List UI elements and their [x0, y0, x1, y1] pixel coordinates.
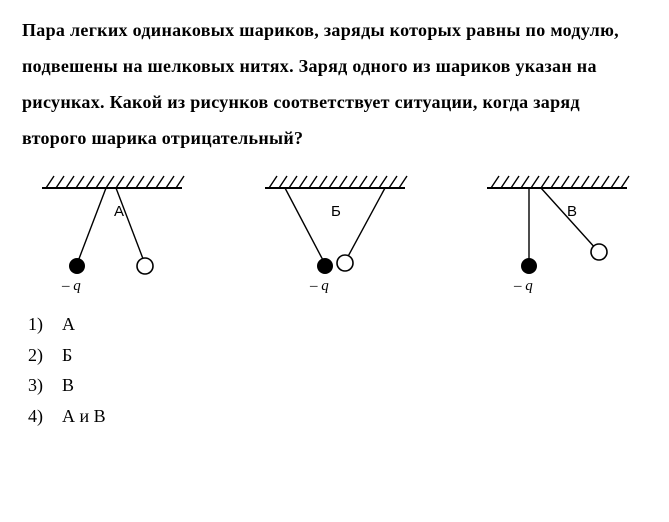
answer-num: 3)	[28, 370, 62, 401]
figure-label-c: В	[567, 203, 577, 220]
ball-empty-b	[337, 255, 353, 271]
question-text: Пара легких одинаковых шариков, заряды к…	[22, 12, 647, 156]
ball-empty-a	[137, 258, 153, 274]
answer-num: 2)	[28, 340, 62, 371]
answer-option: 3) В	[28, 370, 647, 401]
charge-label-c: – q	[513, 278, 533, 294]
answer-option: 1) А	[28, 309, 647, 340]
ball-empty-c	[591, 244, 607, 260]
ball-filled-b	[317, 258, 333, 274]
figure-label-a: А	[114, 203, 124, 220]
answer-option: 2) Б	[28, 340, 647, 371]
ball-filled-a	[69, 258, 85, 274]
answer-num: 1)	[28, 309, 62, 340]
figures-row: А – q	[22, 166, 647, 301]
figure-label-b: Б	[331, 203, 341, 220]
answer-text: В	[62, 370, 74, 401]
answer-text: А и В	[62, 401, 106, 432]
figure-c: В – q	[467, 166, 647, 301]
answer-text: А	[62, 309, 75, 340]
ball-filled-c	[521, 258, 537, 274]
charge-label-a: – q	[61, 278, 81, 294]
answer-text: Б	[62, 340, 72, 371]
figure-a: А – q	[22, 166, 202, 301]
answer-option: 4) А и В	[28, 401, 647, 432]
charge-label-b: – q	[309, 278, 329, 294]
answer-num: 4)	[28, 401, 62, 432]
answers-list: 1) А 2) Б 3) В 4) А и В	[22, 309, 647, 431]
figure-b: Б – q	[245, 166, 425, 301]
